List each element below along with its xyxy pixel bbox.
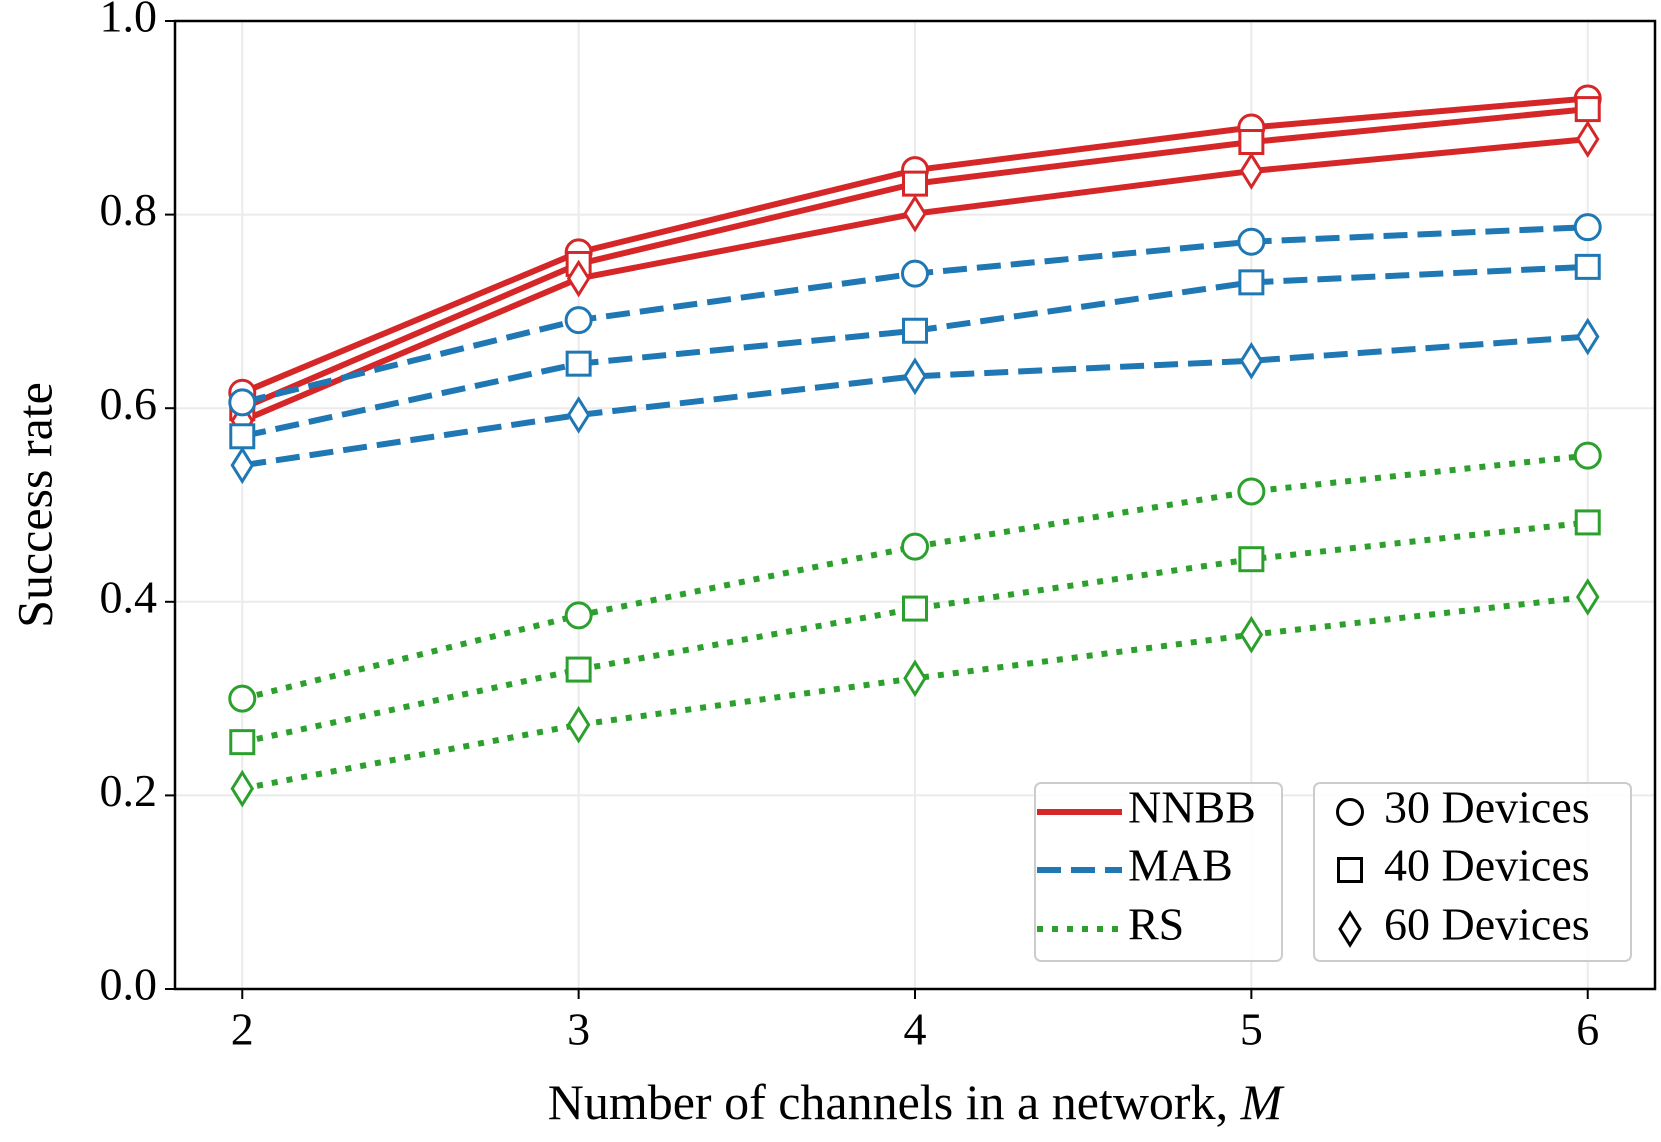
legend-label: MAB: [1128, 840, 1233, 891]
legend: 30 Devices 40 Devices 60 Devices: [1313, 782, 1632, 962]
marker: [1574, 96, 1601, 123]
marker: [1574, 509, 1601, 536]
marker: [1338, 910, 1362, 948]
marker: [566, 396, 591, 434]
marker: [901, 532, 929, 561]
marker: [1238, 269, 1265, 296]
marker: [565, 656, 592, 683]
marker: [1573, 213, 1602, 242]
marker: [1573, 441, 1602, 470]
x-tick-label: 4: [904, 1004, 927, 1055]
marker: [564, 306, 593, 335]
marker: [1239, 341, 1264, 380]
marker: [903, 357, 927, 396]
legend-label: NNBB: [1128, 782, 1256, 833]
marker: [1336, 798, 1364, 826]
marker: [901, 259, 929, 288]
plot-frame: [173, 19, 1657, 991]
marker: [1575, 120, 1600, 158]
marker: [903, 194, 927, 233]
x-tick-label: 2: [231, 1004, 254, 1055]
series-line: [241, 333, 1588, 469]
marker: [230, 769, 255, 808]
x-axis-label-text: Number of channels in a network,: [548, 1074, 1241, 1130]
marker: [1238, 546, 1265, 573]
series-line: [241, 593, 1589, 792]
legend-label: 30 Devices: [1384, 782, 1590, 833]
marker: [902, 317, 928, 344]
marker: [902, 595, 928, 622]
marker: [565, 350, 592, 377]
legend-frame: [1034, 782, 1283, 962]
legend-label: 40 Devices: [1384, 840, 1590, 891]
marker: [1238, 129, 1265, 155]
marker: [1337, 857, 1363, 883]
marker: [903, 659, 927, 698]
series-line: [241, 519, 1589, 746]
marker: [228, 684, 257, 713]
marker: [229, 423, 256, 450]
marker: [566, 705, 591, 744]
marker: [1239, 152, 1264, 190]
marker: [228, 388, 257, 417]
x-tick-label: 5: [1240, 1004, 1263, 1055]
y-axis-label: Success rate: [6, 382, 62, 628]
marker: [1237, 477, 1266, 506]
x-tick-label: 3: [567, 1004, 590, 1055]
legend: NNBB MAB RS: [1034, 782, 1283, 962]
marker: [564, 601, 593, 630]
marker: [566, 259, 591, 298]
marker: [1575, 578, 1600, 616]
y-tick-label: 0.2: [100, 765, 158, 816]
legend-label: RS: [1128, 899, 1184, 950]
marker: [229, 729, 256, 756]
legend-frame: [1313, 782, 1632, 962]
x-axis-variable: M: [1240, 1074, 1285, 1130]
series-line: [241, 452, 1589, 702]
y-tick-label: 0.8: [100, 184, 158, 235]
marker: [1237, 227, 1266, 256]
y-tick-label: 1.0: [100, 0, 158, 42]
x-tick-label: 6: [1576, 1004, 1599, 1055]
marker: [1574, 253, 1601, 280]
marker: [1575, 317, 1600, 356]
marker: [902, 170, 928, 197]
marker: [1239, 615, 1264, 654]
y-tick-label: 0.0: [100, 959, 158, 1010]
x-axis-label: Number of channels in a network, M: [548, 1074, 1285, 1130]
y-tick-label: 0.6: [100, 378, 158, 429]
legend-label: 60 Devices: [1384, 899, 1590, 950]
marker: [230, 446, 255, 485]
y-tick-label: 0.4: [100, 571, 158, 622]
